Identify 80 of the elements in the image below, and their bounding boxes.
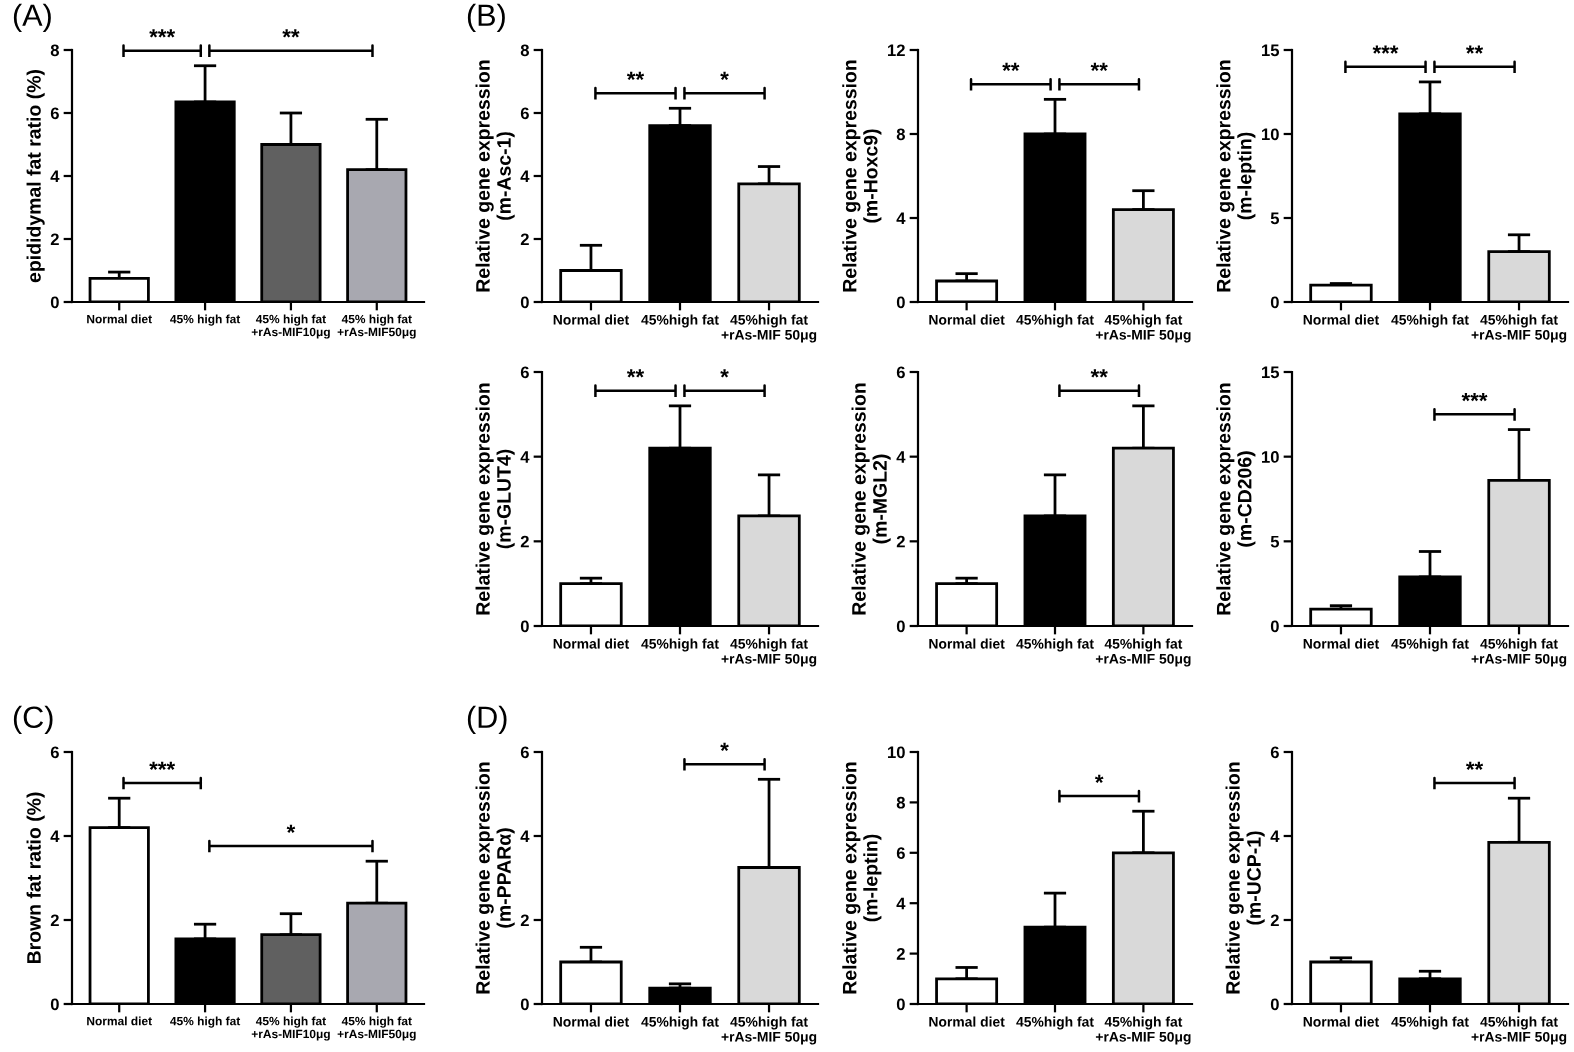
y-tick-label: 2: [520, 535, 529, 548]
y-tick-label: 4: [50, 830, 60, 843]
y-tick-label: 0: [896, 620, 905, 633]
y-axis-title: epididymal fat ratio (%): [26, 70, 45, 283]
y-axis-title: Relative gene expression (m-Asc-1): [475, 60, 515, 292]
annotation: *: [720, 369, 729, 378]
y-tick-label: 2: [1270, 914, 1279, 927]
y-tick-label: 8: [50, 44, 59, 57]
y-tick-label: 0: [1270, 296, 1279, 309]
y-tick-label: 15: [1262, 366, 1280, 379]
annotation: ***: [1461, 392, 1488, 402]
annotation: **: [1465, 45, 1484, 54]
y-tick-label: 6: [520, 366, 529, 379]
y-tick-label: 2: [520, 914, 529, 927]
y-tick-label: 4: [50, 170, 60, 183]
y-axis-title: Relative gene expression (m-leptin): [1216, 60, 1256, 292]
y-axis-title: Relative gene expression (m-PPARα): [475, 762, 515, 994]
y-tick-label: 5: [1270, 535, 1280, 548]
annotation: **: [626, 71, 645, 81]
y-tick-label: 0: [1270, 620, 1279, 633]
y-axis-title: Relative gene expression (m-leptin): [842, 762, 882, 994]
y-tick-label: 10: [1262, 128, 1279, 141]
y-tick-label: 0: [896, 296, 905, 309]
y-tick-label: 0: [520, 620, 529, 633]
y-axis-title: Brown fat ratio (%): [26, 792, 45, 964]
y-tick-label: 6: [50, 107, 59, 120]
y-axis-title: Relative gene expression (m-CD206): [1216, 383, 1256, 615]
y-tick-label: 15: [1262, 44, 1280, 57]
y-tick-label: 6: [520, 746, 529, 759]
y-tick-label: 10: [1262, 451, 1279, 463]
y-tick-label: 6: [520, 107, 529, 120]
y-tick-label: 6: [1270, 746, 1279, 759]
text: **: [282, 29, 300, 38]
y-tick-label: 8: [896, 796, 905, 809]
y-tick-label: 8: [896, 128, 905, 141]
y-tick-label: 2: [50, 233, 59, 246]
annotation: **: [1090, 62, 1108, 72]
y-tick-label: 0: [520, 296, 529, 309]
y-tick-label: 0: [1270, 998, 1279, 1011]
y-tick-label: 6: [50, 746, 59, 759]
y-tick-label: 4: [1270, 830, 1280, 843]
annotation: *: [286, 824, 296, 833]
annotation: ***: [1372, 45, 1399, 54]
y-tick-label: 0: [50, 296, 59, 309]
y-tick-label: 4: [520, 451, 530, 463]
y-axis-title: Relative gene expression (m-MGL2): [851, 383, 891, 615]
annotation: *: [720, 71, 729, 81]
y-tick-label: 2: [896, 535, 905, 548]
chart-title: (B): [467, 3, 505, 33]
y-tick-label: 4: [896, 451, 906, 463]
annotation: *: [1094, 774, 1104, 783]
y-axis-title: Relative gene expression (m-UCP-1): [1225, 762, 1265, 994]
y-axis-title: Relative gene expression (m-GLUT4): [475, 383, 515, 615]
y-tick-label: 0: [896, 998, 905, 1011]
y-tick-label: 0: [520, 998, 529, 1011]
y-tick-label: 4: [520, 830, 530, 843]
annotation: **: [1465, 761, 1484, 770]
text: ***: [149, 29, 176, 38]
y-tick-label: 4: [520, 170, 530, 183]
annotation: ***: [149, 761, 176, 770]
annotation: **: [626, 369, 645, 378]
y-tick-label: 4: [896, 897, 906, 910]
text: *: [720, 742, 729, 752]
y-tick-label: 10: [888, 746, 905, 759]
chart-title: (D): [467, 705, 507, 735]
y-tick-label: 6: [896, 366, 905, 379]
y-tick-label: 12: [888, 44, 905, 57]
chart-title: (C): [13, 705, 53, 735]
y-tick-label: 8: [520, 44, 529, 57]
y-tick-label: 5: [1270, 212, 1280, 225]
y-tick-label: 4: [896, 212, 906, 225]
y-axis-title: Relative gene expression (m-Hoxc9): [842, 60, 882, 292]
chart-title: (A): [13, 3, 51, 33]
annotation: **: [1002, 62, 1020, 72]
y-tick-label: 0: [50, 998, 59, 1011]
y-tick-label: 6: [896, 847, 905, 859]
y-tick-label: 2: [520, 233, 529, 246]
y-tick-label: 2: [896, 948, 905, 960]
annotation: **: [1090, 369, 1108, 378]
y-tick-label: 2: [50, 914, 59, 927]
